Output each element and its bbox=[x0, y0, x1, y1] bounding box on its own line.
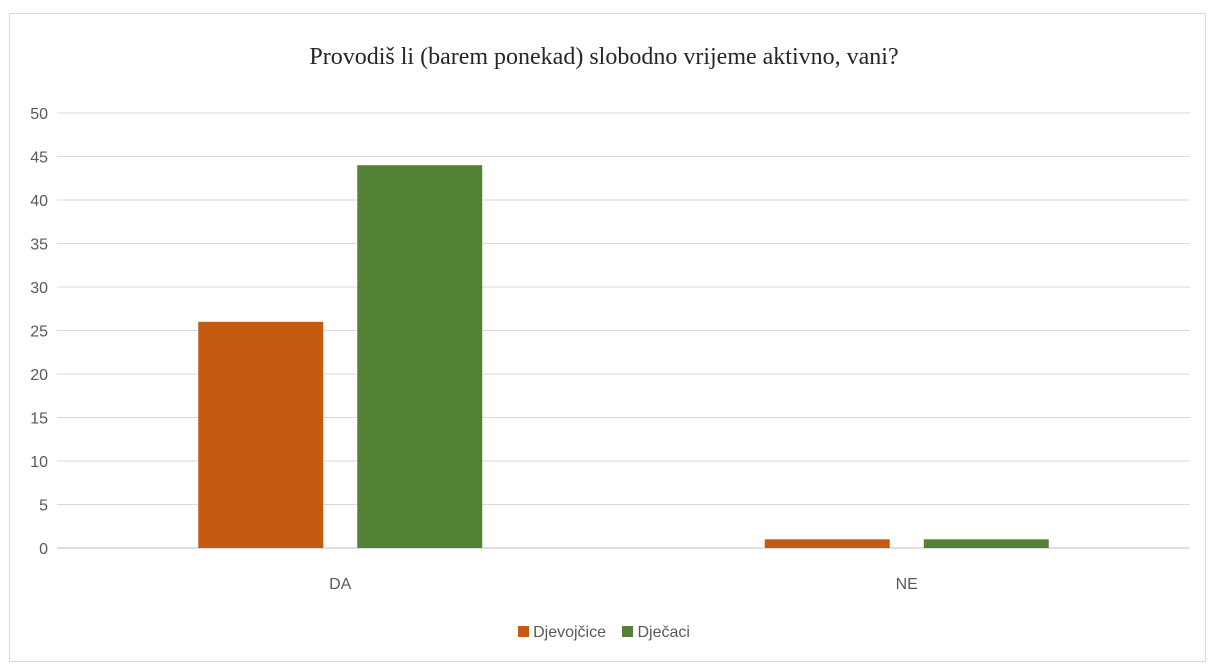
bars bbox=[198, 165, 1049, 548]
y-tick-label-25: 25 bbox=[30, 324, 48, 341]
bar-ne-djevojcice bbox=[764, 539, 890, 548]
legend-item-djecaci: Dječaci bbox=[622, 624, 690, 642]
legend-item-djevojcice: Djevojčice bbox=[518, 624, 606, 642]
x-tick-label-da: DA bbox=[329, 576, 352, 593]
bar-da-djevojcice bbox=[198, 321, 324, 548]
chart-title: Provodiš li (barem ponekad) slobodno vri… bbox=[309, 44, 899, 70]
y-tick-label-15: 15 bbox=[30, 411, 48, 428]
y-tick-label-30: 30 bbox=[30, 280, 48, 297]
y-tick-label-10: 10 bbox=[30, 454, 48, 471]
bar-ne-djecaci bbox=[923, 539, 1049, 548]
y-tick-label-35: 35 bbox=[30, 237, 48, 254]
x-tick-label-ne: NE bbox=[896, 576, 918, 593]
y-tick-label-45: 45 bbox=[30, 150, 48, 167]
y-axis-ticks: 0 5 10 15 20 25 30 35 40 45 50 bbox=[30, 106, 48, 558]
legend-swatch-djecaci bbox=[622, 626, 634, 637]
y-tick-label-40: 40 bbox=[30, 193, 48, 210]
legend-swatch-djevojcice bbox=[518, 626, 530, 637]
legend-label-djevojcice: Djevojčice bbox=[533, 624, 606, 641]
legend-label-djecaci: Dječaci bbox=[637, 624, 690, 641]
y-tick-label-50: 50 bbox=[30, 106, 48, 123]
y-tick-label-0: 0 bbox=[39, 541, 48, 558]
y-tick-label-20: 20 bbox=[30, 367, 48, 384]
legend: Djevojčice Dječaci bbox=[0, 624, 1208, 642]
y-tick-label-5: 5 bbox=[39, 498, 48, 515]
bar-da-djecaci bbox=[357, 165, 483, 548]
x-axis-ticks: DA NE bbox=[329, 576, 918, 593]
